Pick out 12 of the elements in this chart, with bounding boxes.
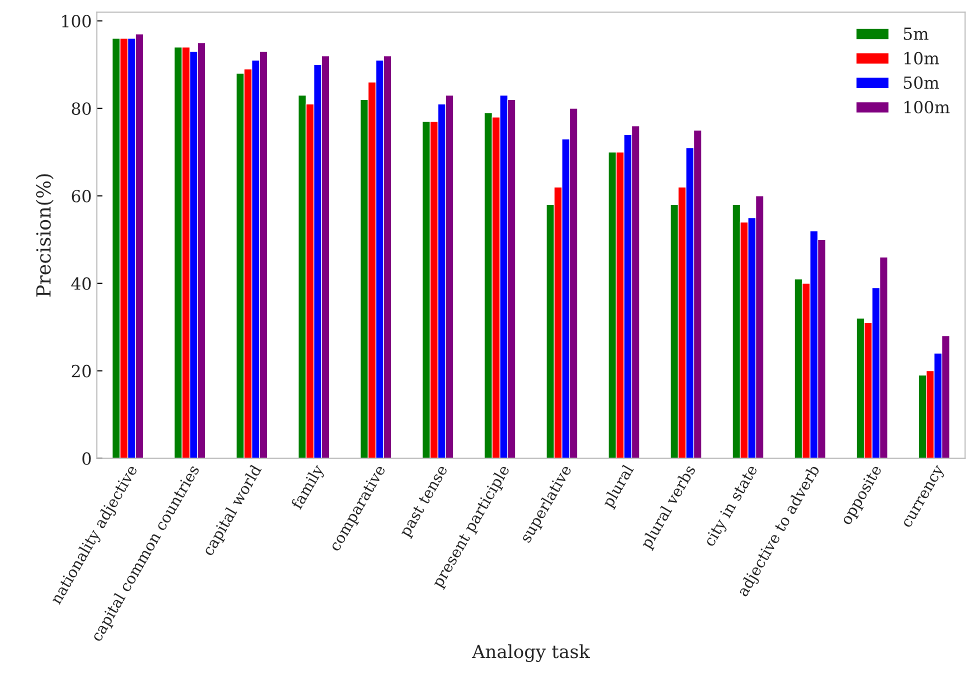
y-tick-label: 0 <box>82 452 91 465</box>
legend-label: 5m <box>904 28 928 40</box>
y-tick-label: 40 <box>71 277 91 290</box>
x-axis-title: Analogy task <box>472 644 590 662</box>
y-tick-label: 60 <box>72 190 91 202</box>
legend-label: 50m <box>904 76 940 89</box>
legend-label: 100m <box>904 100 950 114</box>
legend-label: 10m <box>904 52 940 64</box>
y-tick-label: 100 <box>62 14 91 28</box>
y-tick-label: 20 <box>72 364 91 378</box>
y-axis-title: Precision(%) <box>36 174 54 297</box>
y-tick-label: 80 <box>72 102 91 115</box>
